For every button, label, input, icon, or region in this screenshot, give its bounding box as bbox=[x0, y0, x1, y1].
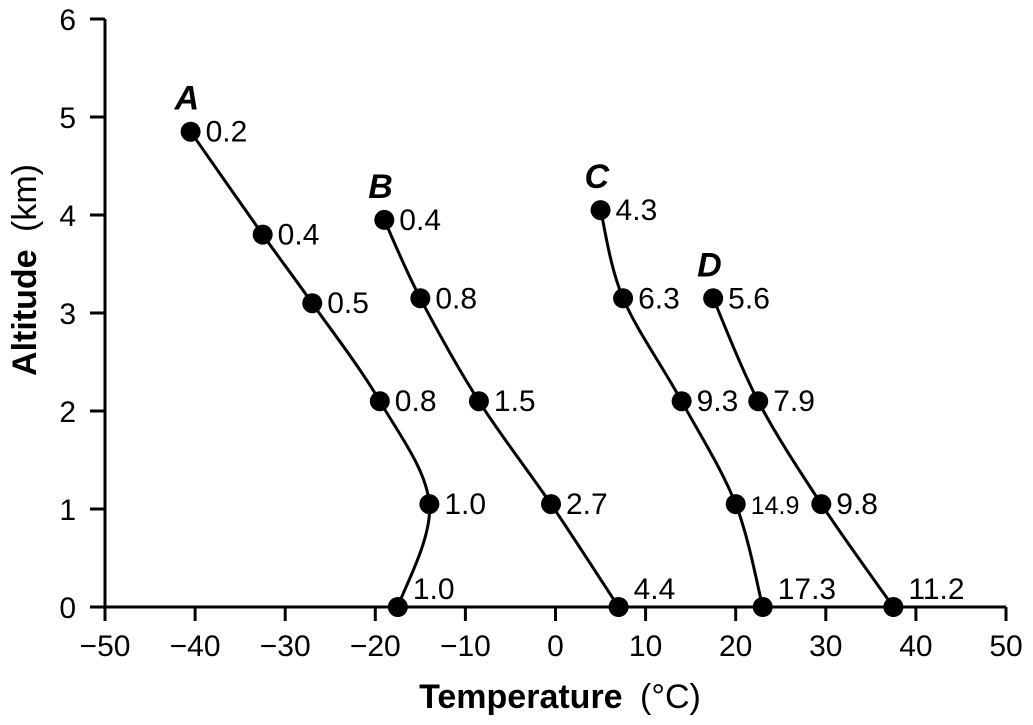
y-axis-unit: (km) bbox=[6, 164, 44, 232]
y-axis-ticks: 0 1 2 3 4 5 6 bbox=[59, 4, 105, 625]
data-point bbox=[302, 293, 323, 314]
series-line-d bbox=[711, 297, 895, 608]
data-point bbox=[590, 200, 611, 221]
data-point bbox=[468, 391, 489, 412]
x-axis-unit: (°C) bbox=[640, 678, 701, 716]
y-tick-label: 6 bbox=[59, 4, 76, 37]
data-label: 7.9 bbox=[773, 385, 815, 418]
x-axis-ticks: −50 −40 −30 −20 −10 0 10 20 30 40 50 bbox=[80, 607, 1023, 663]
data-point bbox=[883, 597, 904, 617]
data-point bbox=[811, 494, 832, 515]
data-label: 4.4 bbox=[634, 573, 676, 606]
x-tick-label: −40 bbox=[170, 630, 221, 663]
y-tick-label: 1 bbox=[59, 494, 76, 527]
data-point bbox=[613, 288, 634, 309]
data-point bbox=[419, 494, 440, 515]
x-tick-label: −10 bbox=[440, 630, 491, 663]
data-label: 0.8 bbox=[395, 385, 437, 418]
x-tick-label: −50 bbox=[80, 630, 131, 663]
data-label: 0.5 bbox=[327, 287, 369, 320]
x-tick-label: −30 bbox=[260, 630, 311, 663]
x-axis-label: Temperature bbox=[419, 678, 622, 716]
y-axis-label: Altitude bbox=[6, 249, 44, 376]
data-label: 11.2 bbox=[908, 573, 964, 606]
data-label: 1.5 bbox=[494, 385, 536, 418]
x-tick-label: 20 bbox=[719, 630, 752, 663]
data-point bbox=[180, 121, 201, 142]
series-name-b: B bbox=[368, 168, 393, 206]
data-point bbox=[410, 288, 431, 309]
data-point bbox=[671, 391, 692, 412]
y-tick-label: 2 bbox=[59, 396, 76, 429]
data-label: 14.9 bbox=[751, 492, 800, 520]
data-label: 9.8 bbox=[836, 488, 878, 521]
y-tick-label: 4 bbox=[59, 200, 76, 233]
data-point bbox=[540, 494, 561, 515]
x-tick-label: 10 bbox=[629, 630, 662, 663]
y-tick-label: 5 bbox=[59, 102, 76, 135]
data-point bbox=[703, 288, 724, 309]
data-point bbox=[374, 209, 395, 230]
data-label: 1.0 bbox=[444, 488, 486, 521]
x-tick-label: 50 bbox=[989, 630, 1022, 663]
data-label: 0.4 bbox=[278, 219, 320, 252]
data-label: 0.8 bbox=[435, 282, 477, 315]
y-tick-label: 0 bbox=[59, 592, 76, 625]
data-label: 6.3 bbox=[638, 282, 680, 315]
x-tick-label: −20 bbox=[350, 630, 401, 663]
series-line-a bbox=[189, 130, 431, 608]
labels-layer: 1.01.00.80.50.40.2A4.42.71.50.80.4B17.31… bbox=[174, 80, 965, 606]
data-label: 9.3 bbox=[697, 385, 739, 418]
data-point bbox=[752, 597, 773, 617]
data-label: 5.6 bbox=[728, 282, 770, 315]
x-axis-title: Temperature (°C) bbox=[419, 678, 701, 716]
series-a bbox=[180, 121, 440, 617]
x-tick-label: 0 bbox=[547, 630, 564, 663]
data-label: 17.3 bbox=[778, 573, 836, 606]
data-point bbox=[608, 597, 629, 617]
series-b bbox=[374, 209, 629, 617]
data-point bbox=[387, 597, 408, 617]
data-label: 1.0 bbox=[413, 573, 455, 606]
series-name-a: A bbox=[174, 80, 200, 118]
data-label: 0.2 bbox=[206, 116, 248, 149]
series-name-d: D bbox=[697, 246, 722, 284]
series-c bbox=[590, 200, 773, 617]
series-name-c: C bbox=[585, 158, 610, 196]
y-tick-label: 3 bbox=[59, 298, 76, 331]
data-label: 2.7 bbox=[566, 488, 608, 521]
x-tick-label: 30 bbox=[809, 630, 842, 663]
data-point bbox=[725, 494, 746, 515]
data-point bbox=[748, 391, 769, 412]
data-point bbox=[252, 224, 273, 245]
series-layer bbox=[180, 121, 904, 617]
data-label: 0.4 bbox=[399, 204, 441, 237]
data-label: 4.3 bbox=[616, 194, 658, 227]
data-point bbox=[369, 391, 390, 412]
y-axis-title: Altitude (km) bbox=[6, 164, 44, 376]
x-tick-label: 40 bbox=[899, 630, 932, 663]
series-d bbox=[703, 288, 904, 617]
